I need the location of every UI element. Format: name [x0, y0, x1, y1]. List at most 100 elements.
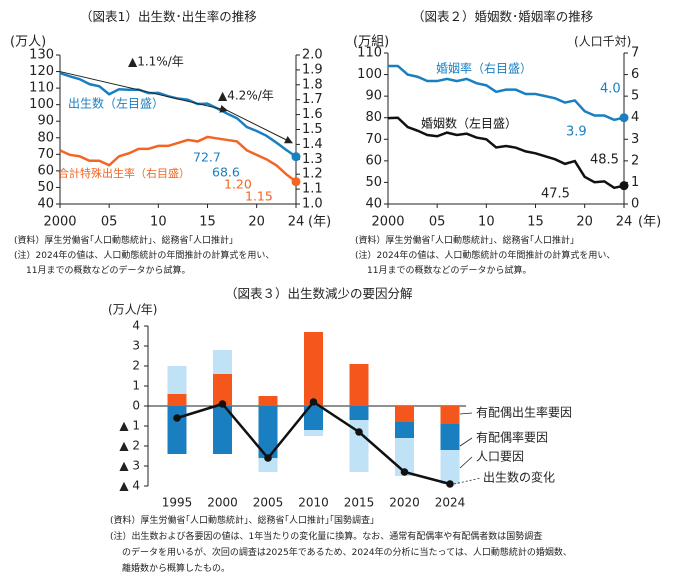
fig3-bar-2005-有配偶率要因 [258, 406, 278, 458]
fig3-bar-2015-人口要因 [349, 420, 369, 472]
fig2-title: （図表２）婚姻数･婚姻率の推移 [412, 9, 594, 24]
fig1-legend-births: 出生数（左目盛） [68, 96, 164, 111]
fig3-y-tick-label: ▲ 1 [119, 419, 140, 433]
fig1-left-tick-label: 60 [37, 163, 54, 178]
fig3-y-tick-label: ▲ 3 [119, 459, 140, 473]
fig2-left-unit: (万組) [353, 35, 389, 50]
fig2-x-tick-label: 24 [616, 215, 633, 230]
fig2-note-line1: (注）2024年の値は、人口動態統計の年間推計の計算式を用い、 [355, 251, 616, 261]
fig1-tfr-2024-marker [291, 177, 301, 187]
fig1-right-tick-label: 1.6 [302, 107, 323, 122]
fig1-annot-tfr-2024: 1.15 [245, 189, 273, 204]
fig1-note-line1: (注）2024年の値は、人口動態統計の年間推計の計算式を用い、 [14, 251, 275, 261]
fig2-left-tick-label: 100 [357, 67, 382, 82]
fig2-x-tick-label: 20 [576, 215, 593, 230]
fig3-bar-2024-有配偶率要因 [440, 424, 460, 450]
fig1-right-tick-label: 1.0 [302, 197, 323, 212]
fig3-point-2005 [264, 454, 272, 462]
fig3-title: （図表３）出生数減少の要因分解 [225, 286, 413, 301]
fig1-annot-trend-2: ▲4.2%/年 [218, 89, 274, 103]
fig3-bar-2020-有配偶率要因 [395, 422, 414, 438]
fig3-x-tick-label: 2000 [207, 496, 238, 510]
fig3-x-tick-label: 2005 [253, 496, 284, 510]
fig1-right-tick-label: 1.4 [302, 137, 323, 152]
fig1-trend-arrow-2 [226, 110, 293, 144]
fig3-x-tick-label: 1995 [162, 496, 193, 510]
fig2-rate-2024-marker [619, 113, 629, 123]
fig2-left-tick-label: 50 [365, 175, 382, 190]
fig2-x-tick-label: 15 [527, 215, 544, 230]
fig1-left-tick-label: 100 [29, 97, 54, 112]
fig1-trend-arrow-1 [59, 71, 229, 113]
fig1-right-tick-label: 1.1 [302, 182, 323, 197]
fig3-legend-fertility: 有配偶出生率要因 [476, 405, 572, 420]
fig3-point-2020 [400, 468, 409, 476]
fig3-legend-population: 人口要因 [476, 450, 524, 464]
fig1-annot-births-2023: 72.7 [193, 150, 221, 165]
fig3-bar-1995-有配偶出生率要因 [167, 394, 187, 406]
fig1-left-tick-label: 110 [29, 81, 54, 96]
fig2-annot-rate-2024: 4.0 [600, 82, 621, 97]
fig3-note-line3: 離婚数から概算したもの。 [122, 564, 231, 574]
fig1-right-tick-label: 2.0 [302, 48, 323, 63]
fig1-title: （図表1）出生数･出生率の推移 [80, 9, 257, 24]
fig2-note-line2: 11月までの概数などのデータから試算。 [367, 266, 532, 276]
fig1-source: (資料）厚生労働省｢人口動態統計｣、総務省｢人口推計｣ [14, 236, 234, 246]
fig2-right-tick-label: 7 [631, 46, 639, 61]
fig3-bar-2020-有配偶出生率要因 [395, 406, 414, 422]
fig2-right-tick-label: 6 [631, 67, 639, 82]
fig3-x-tick-label: 2024 [435, 496, 466, 510]
fig1-right-tick-label: 1.5 [302, 122, 323, 137]
fig2-right-unit: (人口千対) [574, 35, 631, 49]
fig3-y-tick-label: 3 [132, 339, 140, 353]
fig3-y-tick-label: 0 [132, 399, 140, 413]
fig3-y-tick-label: ▲ 4 [119, 479, 140, 493]
fig2-x-tick-label: 05 [429, 215, 446, 230]
fig1-left-tick-label: 130 [29, 48, 54, 63]
fig3-x-tick-label: 2010 [298, 496, 329, 510]
fig3-bar-1995-人口要因 [167, 366, 187, 394]
fig3-point-2000 [218, 400, 227, 408]
fig2-left-tick-label: 110 [357, 46, 382, 61]
fig3-point-2024 [446, 480, 454, 488]
fig1-legend-tfr: 合計特殊出生率（右目盛） [58, 166, 190, 180]
fig1-left-tick-label: 40 [37, 197, 54, 212]
fig3-bar-2000-有配偶率要因 [213, 406, 232, 454]
fig1-left-tick-label: 90 [37, 114, 54, 129]
fig3-bar-2010-有配偶出生率要因 [304, 332, 323, 406]
fig2-annot-count-2024: 48.5 [590, 153, 619, 168]
fig3-note-line2: のデータを用いるが、次回の調査は2025年であるため、2024年の分析に当たって… [122, 548, 572, 558]
fig1-x-tick-label: 10 [150, 215, 167, 230]
fig2-x-unit: (年) [638, 215, 661, 230]
fig2-legend-count: 婚姻数（左目盛） [421, 116, 517, 131]
fig2-series-count-line [387, 116, 625, 190]
fig1-annot-tfr-2023: 1.20 [224, 177, 252, 192]
fig3-source: (資料）厚生労働省｢人口動態統計｣、総務省｢人口推計｣｢国勢調査｣ [110, 516, 375, 526]
fig2-count-2024-marker [619, 181, 629, 191]
fig1-note-line2: 11月までの概数などのデータから試算。 [26, 266, 191, 276]
fig3-legend-birth-change: 出生数の変化 [483, 470, 555, 485]
fig2-left-tick-label: 40 [365, 197, 382, 212]
fig1-births-2024-marker [291, 152, 301, 162]
fig2-right-tick-label: 3 [631, 132, 639, 147]
fig1-right-tick-label: 1.7 [302, 92, 323, 107]
fig1-left-tick-label: 50 [37, 180, 54, 195]
fig3-x-tick-label: 2015 [344, 496, 375, 510]
fig3-leader-marriage [459, 437, 473, 447]
fig3-note-line1: (注）出生数および各要因の値は、1年当たりの変化量に換算。なお、通常有配偶率や有… [110, 532, 543, 542]
fig3-y-tick-label: 4 [132, 319, 140, 333]
fig1-annot-trend-1: ▲1.1%/年 [128, 55, 184, 69]
fig2-x-tick-label: 2000 [371, 215, 404, 230]
fig2-annot-count-2023: 47.5 [541, 187, 570, 202]
fig3-point-2010 [309, 398, 318, 406]
fig2-left-tick-label: 90 [365, 89, 382, 104]
fig1-x-tick-label: 20 [248, 215, 265, 230]
fig1-left-tick-label: 70 [37, 147, 54, 162]
fig3-bar-2010-有配偶率要因 [304, 406, 323, 430]
fig3-bar-2005-人口要因 [258, 458, 278, 472]
fig2-source: (資料）厚生労働省｢人口動態統計｣、総務省｢人口推計｣ [355, 236, 575, 246]
fig2-legend-rate: 婚姻率（右目盛） [436, 61, 532, 76]
fig3-y-unit: (万人/年) [108, 303, 157, 317]
fig3-bar-2024-人口要因 [440, 450, 460, 484]
